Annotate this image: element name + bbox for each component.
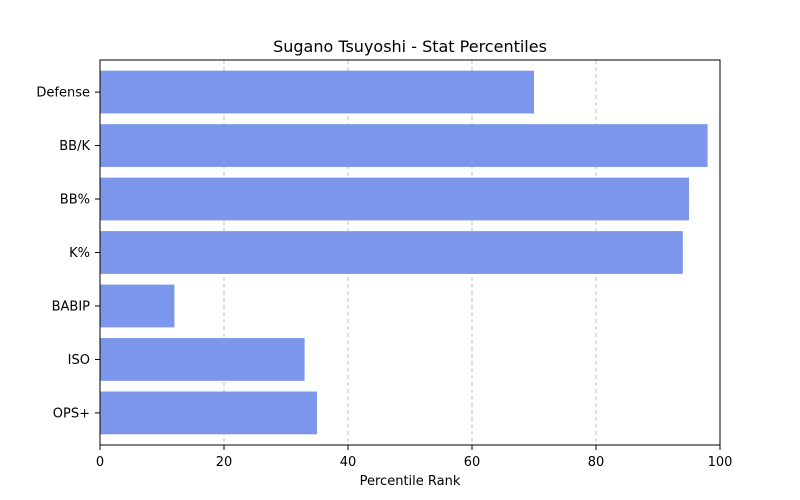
- y-tick-label: Defense: [36, 86, 90, 101]
- bar-babip: [100, 284, 175, 328]
- x-tick-label: 20: [216, 455, 233, 470]
- bar-iso: [100, 338, 305, 381]
- bar-ops: [100, 391, 317, 435]
- y-axis-ticks: OPS+ ISO BABIP K% BB% BB/K Defense: [36, 86, 100, 421]
- y-tick-label: BB/K: [59, 139, 90, 154]
- x-axis-ticks: 0 20 40 60 80 100: [96, 445, 733, 470]
- y-tick-label: ISO: [68, 353, 90, 368]
- y-tick-label: BB%: [60, 193, 90, 208]
- x-tick-label: 40: [340, 455, 357, 470]
- x-tick-label: 80: [588, 455, 605, 470]
- x-tick-label: 0: [96, 455, 104, 470]
- bars: [100, 70, 708, 435]
- y-tick-label: BABIP: [52, 299, 91, 314]
- bar-k: [100, 231, 683, 274]
- bar-bb: [100, 177, 689, 221]
- x-tick-label: 60: [464, 455, 481, 470]
- chart-title: Sugano Tsuyoshi - Stat Percentiles: [273, 37, 547, 56]
- bar-defense: [100, 70, 534, 114]
- y-tick-label: OPS+: [53, 406, 90, 421]
- x-tick-label: 100: [708, 455, 733, 470]
- y-tick-label: K%: [69, 246, 90, 261]
- bar-bb-k: [100, 124, 708, 167]
- x-axis-label: Percentile Rank: [360, 474, 461, 489]
